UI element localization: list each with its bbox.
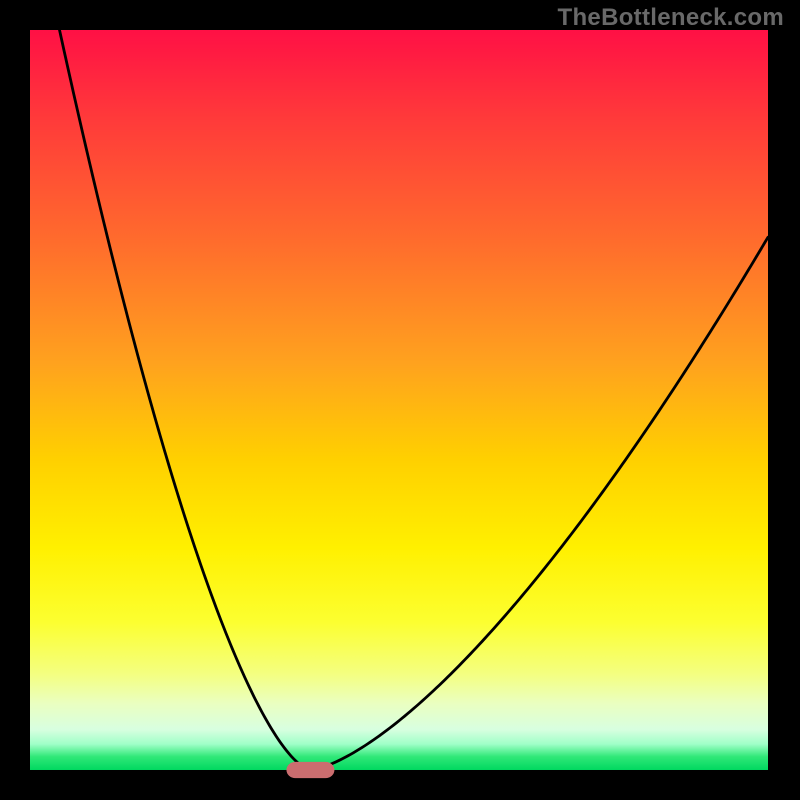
plot-area xyxy=(30,30,768,770)
min-marker xyxy=(286,762,334,778)
chart-frame: TheBottleneck.com xyxy=(0,0,800,800)
bottleneck-chart xyxy=(0,0,800,800)
watermark-text: TheBottleneck.com xyxy=(558,4,784,32)
